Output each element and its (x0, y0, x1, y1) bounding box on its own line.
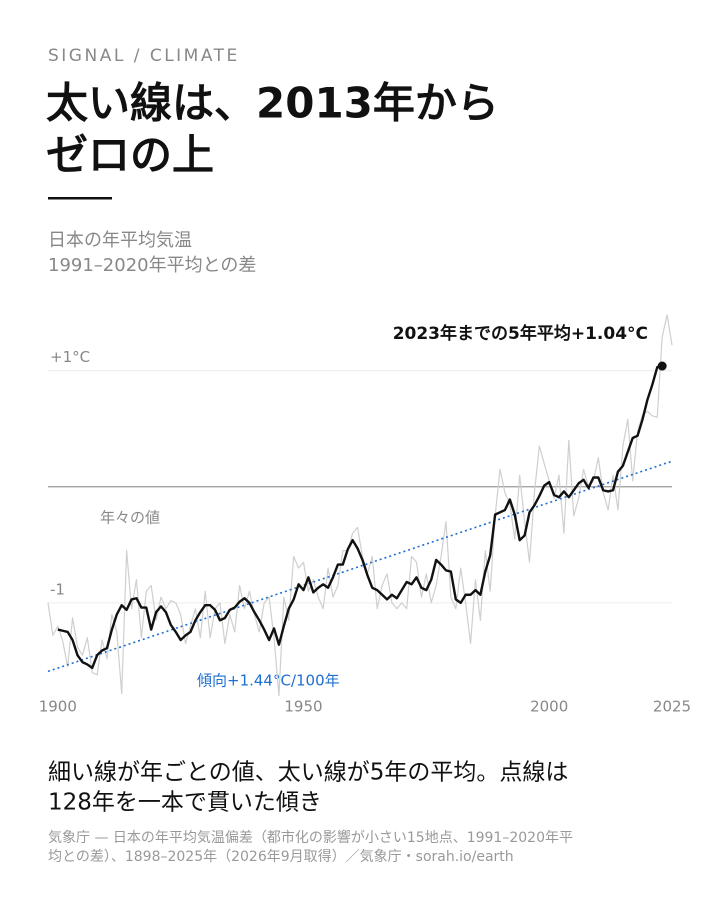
source: 気象庁 — 日本の年平均気温偏差（都市化の影響が小さい15地点、1991–202… (48, 829, 573, 846)
series-label: 年々の値 (100, 509, 160, 527)
rule (48, 197, 112, 200)
average-line (57, 364, 663, 670)
source: 均との差）、1898–2025年（2026年9月取得）／気象庁・sorah.io… (48, 848, 514, 865)
y-tick-label: +1°C (50, 348, 90, 366)
x-tick-label: 2000 (530, 698, 568, 716)
headline: ゼロの上 (46, 131, 214, 180)
annotation: 2023年までの5年平均+1.04°C (393, 323, 648, 344)
headline: 太い線は、2013年から (46, 79, 499, 128)
kicker: SIGNAL / CLIMATE (48, 46, 240, 66)
x-tick-label: 2025 (653, 698, 691, 716)
subtitle: 1991–2020年平均との差 (48, 255, 256, 276)
caption: 細い線が年ごとの値、太い線が5年の平均。点線は (48, 760, 568, 786)
trend-line (47, 460, 673, 673)
trend-label: 傾向+1.44°C/100年 (197, 672, 340, 690)
annual-line (47, 314, 673, 697)
y-tick-label: -1 (50, 580, 65, 598)
endpoint (657, 361, 667, 371)
caption: 128年を一本で貫いた傾き (48, 790, 322, 816)
subtitle: 日本の年平均気温 (48, 230, 192, 251)
x-tick-label: 1900 (39, 698, 77, 716)
x-tick-label: 1950 (284, 698, 322, 716)
